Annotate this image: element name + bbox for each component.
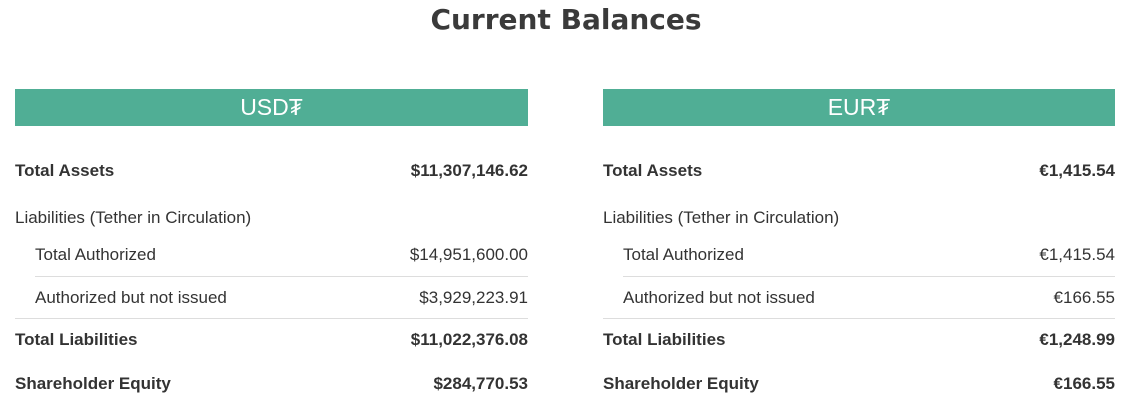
shareholder-equity-row: Shareholder Equity $284,770.53 (15, 369, 528, 399)
authorized-not-issued-row: Authorized but not issued $3,929,223.91 (35, 276, 528, 319)
shareholder-equity-value: $284,770.53 (433, 374, 528, 393)
total-authorized-row: Total Authorized €1,415.54 (603, 234, 1115, 276)
authorized-not-issued-label: Authorized but not issued (35, 288, 227, 307)
shareholder-equity-value: €166.55 (1053, 374, 1115, 393)
shareholder-equity-row: Shareholder Equity €166.55 (603, 369, 1115, 399)
total-assets-value: $11,307,146.62 (410, 161, 528, 180)
total-liabilities-value: €1,248.99 (1039, 330, 1115, 349)
shareholder-equity-label: Shareholder Equity (15, 374, 171, 393)
total-authorized-row: Total Authorized $14,951,600.00 (15, 234, 528, 276)
total-authorized-label: Total Authorized (623, 245, 744, 264)
shareholder-equity-label: Shareholder Equity (603, 374, 759, 393)
authorized-not-issued-label: Authorized but not issued (623, 288, 815, 307)
total-assets-row: Total Assets $11,307,146.62 (15, 156, 528, 186)
usd-panel-header: USD₮ (15, 89, 528, 126)
usd-balance-panel: USD₮ Total Assets $11,307,146.62 Liabili… (15, 89, 528, 393)
authorized-not-issued-value: $3,929,223.91 (419, 288, 528, 307)
liabilities-heading-row: Liabilities (Tether in Circulation) (15, 203, 528, 233)
total-assets-row: Total Assets €1,415.54 (603, 156, 1115, 186)
eur-panel-header: EUR₮ (603, 89, 1115, 126)
total-liabilities-value: $11,022,376.08 (410, 330, 528, 349)
page-title: Current Balances (430, 3, 702, 36)
liabilities-label: Liabilities (Tether in Circulation) (15, 208, 252, 227)
eur-balance-panel: EUR₮ Total Assets €1,415.54 Liabilities … (603, 89, 1115, 393)
liabilities-label: Liabilities (Tether in Circulation) (603, 208, 840, 227)
authorized-not-issued-row: Authorized but not issued €166.55 (623, 276, 1115, 319)
total-liabilities-label: Total Liabilities (15, 330, 138, 349)
total-authorized-label: Total Authorized (35, 245, 156, 264)
total-liabilities-label: Total Liabilities (603, 330, 726, 349)
total-liabilities-row: Total Liabilities $11,022,376.08 (15, 318, 528, 361)
total-liabilities-row: Total Liabilities €1,248.99 (603, 318, 1115, 361)
liabilities-heading-row: Liabilities (Tether in Circulation) (603, 203, 1115, 233)
total-assets-label: Total Assets (15, 161, 115, 180)
total-assets-value: €1,415.54 (1039, 161, 1115, 180)
total-assets-label: Total Assets (603, 161, 703, 180)
total-authorized-value: $14,951,600.00 (409, 245, 528, 264)
authorized-not-issued-value: €166.55 (1053, 288, 1115, 307)
total-authorized-value: €1,415.54 (1039, 245, 1115, 264)
